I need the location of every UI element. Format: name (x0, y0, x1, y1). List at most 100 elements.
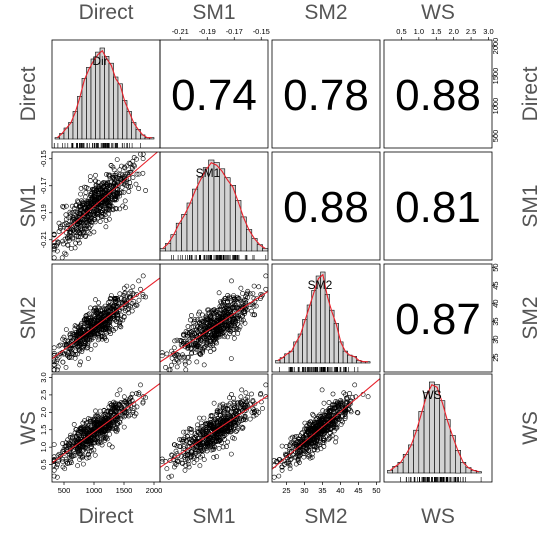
scatter-point-SM1-Direct (76, 199, 81, 205)
scatter-point-SM1-Direct (85, 202, 91, 208)
scatter-point-SM2-Direct (69, 337, 75, 343)
scatter-point-SM2-SM1 (185, 354, 190, 360)
scatter-point-SM2-Direct (105, 300, 111, 305)
scatter-point-SM1-Direct (99, 214, 105, 219)
tick-label-left-SM1: -0.19 (39, 204, 48, 221)
scatter-point-SM1-Direct (81, 227, 87, 232)
column-label-top-Direct: Direct (79, 1, 134, 24)
tick-label-right-SM2: 30 (491, 335, 500, 343)
scatter-point-SM2-SM1 (191, 342, 196, 348)
scatter-point-SM2-SM1 (203, 317, 208, 323)
scatter-point-SM2-SM1 (169, 362, 174, 368)
scatter-point-SM2-SM1 (251, 283, 257, 289)
histogram-bar-SM1 (224, 177, 231, 252)
scatter-point-WS-SM1 (231, 395, 236, 401)
scatter-point-SM1-Direct (140, 170, 146, 176)
scatter-point-SM2-Direct (136, 278, 142, 284)
histogram-label-SM1: SM1 (196, 166, 221, 180)
scatter-point-SM1-Direct (126, 184, 132, 190)
scatter-point-WS-SM1 (169, 473, 174, 479)
scatter-point-WS-SM2 (333, 435, 339, 441)
tick-label-left-WS: 1.5 (39, 425, 48, 435)
scatter-point-SM2-Direct (68, 345, 73, 351)
scatter-point-SM1-Direct (106, 196, 112, 202)
scatter-point-SM2-Direct (79, 344, 85, 349)
scatter-point-SM1-Direct (93, 172, 98, 178)
scatter-point-SM1-Direct (105, 205, 111, 211)
scatter-point-SM1-Direct (94, 201, 100, 207)
scatter-point-SM2-SM1 (210, 341, 215, 347)
scatter-point-SM2-SM1 (197, 320, 203, 325)
scatter-point-SM2-SM1 (159, 350, 165, 356)
regression-line-WS-SM1 (159, 395, 269, 468)
scatter-point-SM2-Direct (112, 299, 118, 304)
scatter-point-SM2-Direct (106, 326, 112, 331)
tick-label-right-SM2: 45 (491, 281, 500, 289)
scatter-point-SM2-SM1 (201, 345, 207, 351)
histogram-bar-SM2 (306, 304, 312, 364)
scatter-point-SM2-SM1 (189, 332, 195, 338)
column-label-bottom-SM1: SM1 (192, 505, 235, 528)
scatter-point-SM2-Direct (108, 293, 114, 298)
scatter-point-SM1-Direct (121, 181, 127, 187)
scatter-point-WS-SM1 (260, 405, 265, 411)
scatter-point-SM1-Direct (75, 221, 81, 227)
column-label-bottom-WS: WS (421, 505, 455, 528)
scatter-point-SM1-Direct (83, 194, 88, 200)
scatter-point-WS-SM1 (228, 451, 234, 457)
scatter-point-SM2-Direct (68, 339, 74, 344)
scatter-point-SM2-SM1 (254, 296, 260, 301)
scatter-point-WS-Direct (71, 421, 77, 427)
scatter-point-SM2-SM1 (178, 342, 184, 348)
histogram-bar-Direct (108, 62, 114, 140)
scatter-point-WS-SM2 (318, 446, 324, 452)
scatter-point-SM2-SM1 (177, 338, 183, 343)
scatter-point-WS-SM2 (309, 451, 315, 457)
scatter-point-SM2-Direct (103, 316, 108, 321)
scatter-point-SM2-SM1 (240, 290, 245, 296)
scatter-point-SM2-Direct (121, 296, 127, 302)
scatter-point-WS-Direct (72, 452, 78, 458)
scatter-point-WS-SM2 (276, 473, 282, 479)
scatter-point-SM2-SM1 (231, 331, 237, 336)
scatter-point-SM2-SM1 (241, 298, 246, 304)
scatter-point-SM2-Direct (93, 297, 98, 303)
scatter-point-SM2-Direct (78, 322, 83, 328)
scatter-point-SM1-Direct (95, 179, 101, 185)
scatter-point-SM2-Direct (98, 319, 103, 325)
scatter-point-SM1-Direct (95, 215, 101, 221)
column-label-bottom-SM2: SM2 (304, 505, 347, 528)
scatter-point-SM2-SM1 (210, 324, 216, 330)
scatter-point-SM1-Direct (108, 200, 114, 206)
scatter-point-SM1-Direct (87, 231, 93, 237)
scatter-point-WS-SM2 (352, 382, 358, 388)
scatter-point-SM2-SM1 (245, 288, 251, 294)
scatter-point-SM2-SM1 (182, 359, 188, 365)
scatter-point-SM1-Direct (101, 180, 107, 186)
scatter-point-WS-Direct (123, 413, 128, 419)
scatter-point-SM1-Direct (60, 204, 66, 209)
scatter-point-SM1-Direct (65, 242, 71, 248)
scatter-point-SM1-Direct (122, 198, 128, 204)
scatter-point-WS-SM2 (347, 391, 352, 396)
scatter-point-SM1-Direct (74, 209, 80, 215)
scatter-point-WS-SM2 (310, 411, 315, 417)
scatter-point-SM1-Direct (115, 191, 121, 197)
scatter-point-SM2-SM1 (183, 332, 189, 337)
scatter-point-WS-SM2 (271, 474, 277, 480)
scatter-point-SM2-Direct (122, 298, 128, 304)
scatter-point-WS-Direct (117, 387, 123, 393)
scatter-point-SM1-Direct (70, 236, 76, 242)
scatter-point-SM2-Direct (122, 290, 128, 296)
scatter-point-SM2-SM1 (250, 312, 256, 318)
scatter-point-SM1-Direct (108, 178, 114, 184)
scatter-point-SM1-Direct (124, 179, 130, 185)
scatter-point-SM1-Direct (68, 245, 74, 251)
histogram-bar-WS (387, 469, 393, 474)
scatter-point-SM1-Direct (99, 203, 105, 209)
scatter-point-SM1-Direct (78, 203, 83, 209)
scatter-point-SM1-Direct (122, 164, 127, 170)
scatter-point-SM1-Direct (134, 156, 139, 162)
scatter-point-SM2-Direct (75, 351, 80, 357)
scatter-point-WS-SM2 (365, 394, 371, 400)
